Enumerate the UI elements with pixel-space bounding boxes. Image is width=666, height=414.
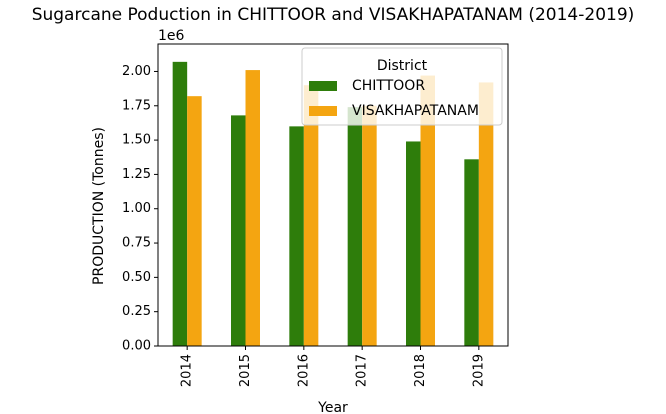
bar-chittoor-2016 bbox=[289, 126, 304, 346]
bars-group bbox=[172, 61, 494, 347]
y-tick-label-1.75: 1.75 bbox=[122, 98, 151, 113]
x-tick-label-2014: 2014 bbox=[180, 354, 195, 387]
x-tick-label-2016: 2016 bbox=[296, 354, 311, 387]
y-tick-label-0.25: 0.25 bbox=[122, 304, 151, 319]
legend-title: District bbox=[377, 58, 428, 74]
y-tick-label-0.00: 0.00 bbox=[122, 339, 151, 354]
bar-visakhapatanam-2014 bbox=[187, 96, 202, 346]
y-tick-label-0.75: 0.75 bbox=[122, 236, 151, 251]
x-tick-label-2017: 2017 bbox=[355, 354, 370, 387]
x-ticks-group: 2014 2015 2016 2017 2018 2019 bbox=[180, 346, 486, 387]
legend-swatch-chittoor bbox=[309, 81, 337, 91]
bar-chittoor-2015 bbox=[231, 115, 246, 346]
legend: District CHITTOOR VISAKHAPATANAM bbox=[301, 47, 503, 126]
bar-chittoor-2019 bbox=[464, 159, 479, 346]
y-tick-label-2.00: 2.00 bbox=[122, 64, 151, 79]
legend-label-chittoor: CHITTOOR bbox=[352, 78, 425, 94]
bar-chittoor-2017 bbox=[347, 107, 363, 347]
y-tick-label-1.25: 1.25 bbox=[122, 167, 151, 182]
bar-visakhapatanam-2015 bbox=[245, 70, 260, 346]
y-tick-label-1.50: 1.50 bbox=[122, 133, 151, 148]
x-axis-label: Year bbox=[317, 400, 348, 414]
x-tick-label-2018: 2018 bbox=[413, 354, 428, 387]
bar-chittoor-2018 bbox=[406, 141, 421, 346]
bar-visakhapatanam-2017 bbox=[362, 105, 377, 346]
x-tick-label-2019: 2019 bbox=[471, 354, 486, 387]
bar-chittoor-2014 bbox=[172, 61, 188, 346]
plot-frame bbox=[157, 43, 509, 347]
legend-swatch-visakhapatanam bbox=[309, 106, 337, 116]
y-tick-label-1.00: 1.00 bbox=[122, 201, 151, 216]
y-axis-label: PRODUCTION (Tonnes) bbox=[91, 127, 107, 285]
y-offset-label: 1e6 bbox=[158, 28, 185, 44]
bar-visakhapatanam-2018 bbox=[420, 75, 435, 346]
x-tick-label-2015: 2015 bbox=[238, 354, 253, 387]
y-ticks-group: 0.00 0.25 0.50 0.75 1.00 1.25 1.50 1.75 2.00 bbox=[122, 64, 158, 354]
legend-box bbox=[301, 47, 503, 126]
y-tick-label-0.50: 0.50 bbox=[122, 270, 151, 285]
bar-visakhapatanam-2016 bbox=[303, 85, 319, 346]
chart-title: Sugarcane Poduction in CHITTOOR and VISA… bbox=[32, 5, 635, 25]
bar-visakhapatanam-2019 bbox=[478, 82, 494, 346]
legend-label-visakhapatanam: VISAKHAPATANAM bbox=[352, 103, 479, 119]
